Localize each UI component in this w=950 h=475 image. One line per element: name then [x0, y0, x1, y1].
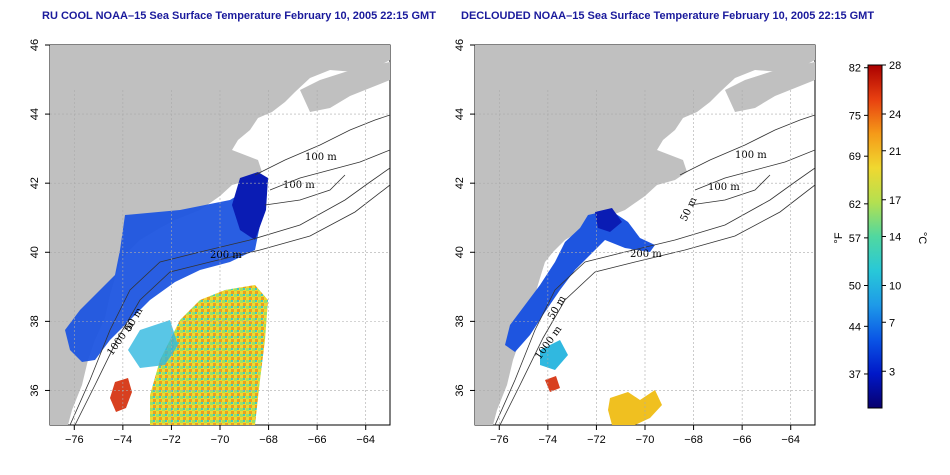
colorbar-bar: [867, 64, 883, 409]
panel1-sst-blue: [65, 180, 268, 362]
panel2-x-tick-label: −64: [781, 434, 800, 446]
panel1-y-tick-label: 44: [29, 108, 41, 120]
panel1-x-tick-label: −74: [114, 434, 133, 446]
panel2-x-tick-label: −72: [587, 434, 606, 446]
colorbar-c-tick-label: 14: [889, 232, 901, 244]
colorbar-f-tick-label: 75: [849, 110, 861, 122]
panel2-novascotia: [725, 62, 815, 112]
colorbar-c-tick-label: 3: [889, 366, 895, 378]
colorbar-f-tick-label: 57: [849, 233, 861, 245]
panel1-x-tick-label: −72: [162, 434, 181, 446]
colorbar-f-tick-label: 82: [849, 63, 861, 75]
panel2-x-tick-label: −68: [684, 434, 703, 446]
panel2-contours: [494, 114, 815, 425]
panel2-contour-label-2: 100 m: [708, 182, 740, 193]
panel2-sst-blue: [505, 210, 655, 352]
panel1-x-tick-label: −66: [308, 434, 327, 446]
panel2-sst-warm: [608, 390, 662, 425]
panel2-x-tick-label: −70: [636, 434, 655, 446]
colorbar-f-tick-label: 44: [849, 321, 861, 333]
panel1-sst-deep: [232, 172, 268, 240]
panel2-sst-red: [545, 376, 560, 392]
panel2-sst-deep: [595, 208, 622, 232]
colorbar-c-tick-label: 21: [889, 146, 901, 158]
colorbar-c-tick-label: 28: [889, 60, 901, 72]
panel2-land: [475, 45, 815, 425]
panel1-y-tick-label: 46: [29, 39, 41, 51]
panel2-contour-label-1: 100 m: [735, 150, 767, 161]
panel1-novascotia: [300, 62, 390, 112]
panel2-x-tick-label: −66: [733, 434, 752, 446]
panel1-land: [50, 45, 390, 425]
panel2-sst-cyan: [540, 340, 568, 370]
panel1-y-tick-label: 40: [29, 246, 41, 258]
panel2-y-tick-label: 44: [454, 108, 466, 120]
panel2-title: DECLOUDED NOAA–15 Sea Surface Temperatur…: [461, 10, 875, 22]
panel2-y-tick-label: 36: [454, 384, 466, 396]
panel2-y-tick-label: 38: [454, 315, 466, 327]
panel2-y-axis: 36 38 40 42 44 46: [454, 39, 475, 397]
panel1-y-tick-label: 42: [29, 177, 41, 189]
panel2-map: 100 m 100 m 50 m 200 m 50 m 1000 m −76 −7…: [454, 39, 816, 446]
panel1-sst-cyan: [128, 320, 178, 368]
panel1-x-axis: −76 −74 −72 −70 −68 −66 −64: [65, 425, 375, 446]
panel1-x-tick-label: −64: [356, 434, 375, 446]
colorbar-f-tick-label: 69: [849, 151, 861, 163]
colorbar-c-tick-label: 7: [889, 317, 895, 329]
panel1-sst-warm: [150, 285, 268, 425]
panel2-y-tick-label: 42: [454, 177, 466, 189]
colorbar: 28 24 21 17 14 10 7 3 82 75 69 62 57 50 44 37 °F °C: [833, 60, 928, 409]
panel1-x-tick-label: −76: [65, 434, 84, 446]
colorbar-f-tick-label: 37: [849, 369, 861, 381]
panel2-y-tick-label: 46: [454, 39, 466, 51]
panel1-sst-red: [110, 378, 132, 412]
colorbar-ticks: 28 24 21 17 14 10 7 3 82 75 69 62 57 50 44 37: [849, 60, 902, 381]
colorbar-unit-c: °C: [916, 232, 928, 244]
colorbar-unit-f: °F: [833, 232, 845, 243]
panel1-map: 100 m 100 m 50 m 200 m 1000 m −76 −74 −72−…: [29, 39, 391, 446]
panel1-y-tick-label: 36: [29, 384, 41, 396]
colorbar-c-tick-label: 24: [889, 109, 901, 121]
colorbar-f-tick-label: 50: [849, 281, 861, 293]
colorbar-f-tick-label: 62: [849, 199, 861, 211]
panel2-x-axis: −76 −74 −72 −70 −68 −66 −64: [490, 425, 800, 446]
panel1-y-tick-label: 38: [29, 315, 41, 327]
colorbar-c-tick-label: 17: [889, 195, 901, 207]
panel1-x-tick-label: −70: [211, 434, 230, 446]
panel1-title: RU COOL NOAA–15 Sea Surface Temperature …: [42, 10, 436, 22]
panel2-y-tick-label: 40: [454, 246, 466, 258]
panel1-contour-label-1: 100 m: [305, 152, 337, 163]
panel1-y-axis: 36 38 40 42 44 46: [29, 39, 50, 397]
colorbar-c-tick-label: 10: [889, 281, 901, 293]
panel2-x-tick-label: −74: [539, 434, 558, 446]
panel2-grid: [475, 90, 815, 425]
panel1-x-tick-label: −68: [259, 434, 278, 446]
panel2-contour-label-4: 200 m: [630, 249, 662, 260]
panel1-contour-label-4: 200 m: [210, 250, 242, 261]
panel1-grid: [50, 90, 390, 425]
panel2-x-tick-label: −76: [490, 434, 509, 446]
panel1-contour-label-2: 100 m: [283, 180, 315, 191]
